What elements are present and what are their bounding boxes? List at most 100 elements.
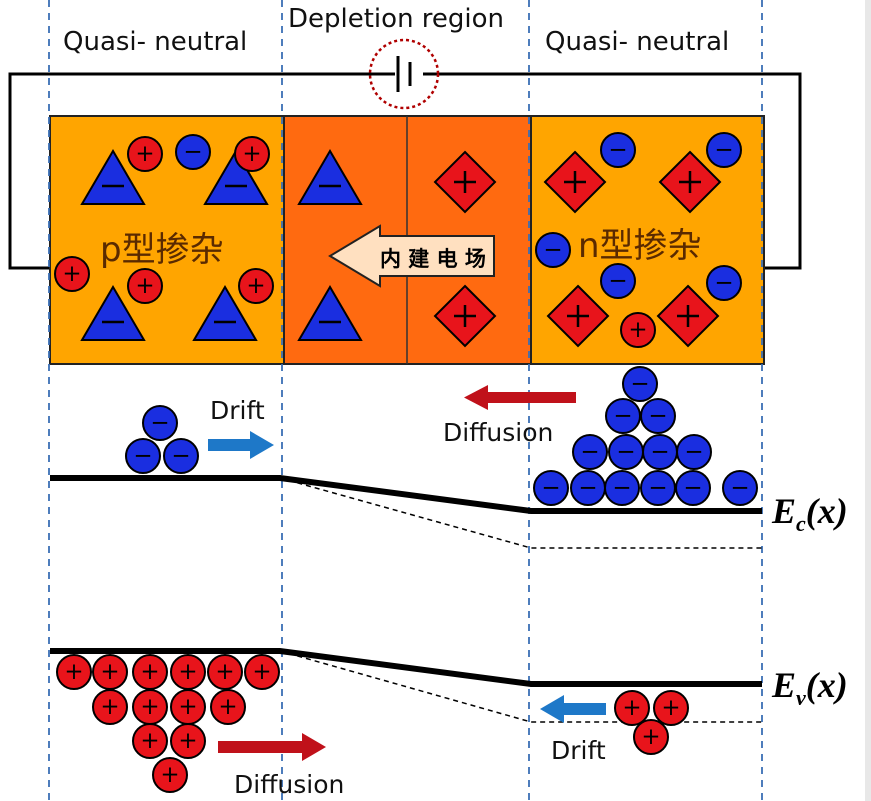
electron-circle: − (142, 405, 178, 441)
electron-circle: − (175, 134, 211, 170)
svg-text:+: + (242, 141, 261, 167)
hole-circle: + (92, 654, 128, 690)
svg-text:+: + (641, 724, 660, 750)
svg-text:+: + (252, 659, 271, 685)
right-region-label: Quasi- neutral (545, 27, 730, 57)
conduction-band-reference-dashed (279, 477, 762, 549)
electron-circle: − (604, 470, 640, 506)
acceptor-ion-triangle (80, 285, 146, 341)
svg-text:−: − (648, 403, 667, 429)
hole-circle: + (207, 654, 243, 690)
p-doping-label: p型掺杂 (100, 230, 224, 270)
left-region-label: Quasi- neutral (63, 27, 248, 57)
acceptor-ion-triangle (203, 149, 269, 205)
svg-text:+: + (160, 762, 179, 788)
hole-circle: + (238, 268, 274, 304)
electron-circle: − (640, 398, 676, 434)
svg-text:−: − (541, 475, 560, 501)
region-boundary-guides (48, 0, 763, 801)
hole-circle: + (614, 690, 650, 726)
electron-circle: − (642, 434, 678, 470)
donor-ion-diamond (546, 284, 610, 348)
acceptor-ion-triangle (80, 149, 146, 205)
hole-circle: + (132, 689, 168, 725)
svg-text:+: + (218, 694, 237, 720)
svg-text:−: − (714, 270, 733, 296)
conduction-band-edge (50, 475, 762, 514)
svg-text:−: − (616, 439, 635, 465)
conduction-band-label: Ec(x) (772, 491, 848, 537)
drift-label-top: Drift (210, 396, 265, 425)
diffusion-label-bottom: Diffusion (234, 770, 345, 799)
hole-circle: + (92, 689, 128, 725)
hole-circle: + (653, 690, 689, 726)
svg-text:−: − (580, 439, 599, 465)
hole-diffusion-arrow (218, 733, 326, 761)
hole-circle: + (127, 268, 163, 304)
electron-circle: − (125, 438, 161, 474)
hole-circle: + (132, 654, 168, 690)
hole-circle: + (152, 757, 188, 793)
svg-text:−: − (650, 439, 669, 465)
svg-text:+: + (140, 728, 159, 754)
valence-band-label: Ev(x) (772, 665, 848, 711)
hole-circle: + (170, 654, 206, 690)
svg-text:−: − (133, 443, 152, 469)
n-doping-label: n型掺杂 (578, 226, 702, 266)
diffusion-label-top: Diffusion (443, 418, 554, 447)
electron-circle: − (706, 132, 742, 168)
hole-circle: + (244, 654, 280, 690)
donor-ion-diamond (433, 284, 497, 348)
svg-text:+: + (100, 659, 119, 685)
carrier-and-ion-layer: + − ++ + +− −−− −+−− −−− −− − − −− − − − − −+ + + + + ++ + + ++ +… (54, 132, 758, 793)
donor-ion-diamond (543, 150, 607, 214)
electron-circle: − (675, 470, 711, 506)
acceptor-ion-triangle (297, 285, 363, 341)
svg-text:+: + (140, 659, 159, 685)
svg-text:+: + (140, 694, 159, 720)
donor-ion-diamond (658, 150, 722, 214)
hole-circle: + (170, 689, 206, 725)
svg-text:−: − (612, 475, 631, 501)
electron-diffusion-arrow (464, 385, 576, 410)
svg-text:−: − (543, 237, 562, 263)
svg-text:+: + (135, 273, 154, 299)
svg-text:−: − (171, 443, 190, 469)
donor-ion-diamond (433, 150, 497, 214)
drift-label-bottom: Drift (551, 736, 606, 765)
electron-circle: − (605, 398, 641, 434)
hole-circle: + (210, 689, 246, 725)
acceptor-ion-triangle (192, 285, 258, 341)
electron-circle: − (722, 470, 758, 506)
hole-circle: + (170, 723, 206, 759)
svg-text:+: + (64, 659, 83, 685)
external-circuit-wire (8, 72, 802, 270)
svg-text:−: − (683, 475, 702, 501)
svg-text:−: − (730, 475, 749, 501)
electron-drift-arrow (208, 431, 274, 459)
svg-text:−: − (648, 475, 667, 501)
svg-text:+: + (628, 317, 647, 343)
electron-circle: − (533, 470, 569, 506)
svg-text:+: + (62, 261, 81, 287)
electron-circle: − (570, 470, 606, 506)
hole-circle: + (620, 312, 656, 348)
svg-text:−: − (613, 403, 632, 429)
hole-circle: + (56, 654, 92, 690)
svg-text:−: − (608, 268, 627, 294)
acceptor-ion-triangle (297, 149, 363, 205)
svg-text:+: + (178, 659, 197, 685)
hole-circle: + (54, 256, 90, 292)
hole-circle: + (127, 136, 163, 172)
svg-text:+: + (100, 694, 119, 720)
electron-circle: − (608, 434, 644, 470)
electron-circle: − (706, 265, 742, 301)
page-edge-strip (865, 0, 871, 801)
svg-text:+: + (178, 694, 197, 720)
svg-text:−: − (150, 410, 169, 436)
electron-circle: − (676, 434, 712, 470)
valence-band-edge (50, 648, 762, 687)
svg-text:+: + (215, 659, 234, 685)
electron-circle: − (600, 132, 636, 168)
